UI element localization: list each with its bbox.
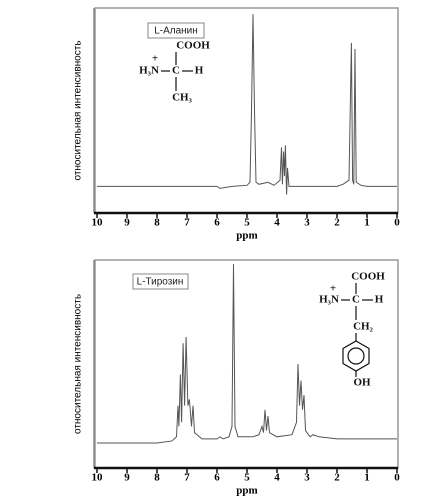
label-box bbox=[147, 22, 205, 39]
x-tick-label: 2 bbox=[334, 472, 340, 484]
molecule-group: COOH bbox=[351, 271, 385, 283]
y-axis-label: относительная интенсивность bbox=[73, 294, 84, 434]
x-tick-label: 6 bbox=[214, 472, 220, 484]
x-tick-label: 4 bbox=[274, 217, 280, 229]
molecule-atom: H bbox=[375, 294, 384, 306]
molecule-group: COOH bbox=[176, 40, 210, 52]
x-tick-label: 10 bbox=[92, 217, 104, 229]
molecule-group: H₃N bbox=[139, 65, 159, 77]
x-tick-label: 7 bbox=[184, 472, 190, 484]
molecule-group: CH₃ bbox=[172, 92, 193, 104]
molecule-group: H₃N bbox=[319, 294, 339, 306]
molecule-group: CH₂ bbox=[353, 321, 374, 333]
molecule-group: OH bbox=[353, 377, 371, 389]
molecule-bonds bbox=[161, 52, 193, 91]
x-tick-label: 9 bbox=[124, 472, 130, 484]
x-tick-label: 5 bbox=[244, 217, 250, 229]
x-tick-label: 1 bbox=[364, 472, 370, 484]
x-tick-label: 2 bbox=[334, 217, 340, 229]
plot-frame bbox=[94, 7, 399, 214]
compound-label: L-Тирозин bbox=[137, 277, 184, 288]
molecule-charge: + bbox=[330, 283, 336, 295]
spectrum-line bbox=[97, 14, 397, 195]
molecule-atom: C bbox=[172, 65, 180, 77]
molecule-bonds bbox=[341, 283, 373, 377]
x-tick-label: 0 bbox=[394, 217, 400, 229]
x-tick-label: 9 bbox=[124, 217, 130, 229]
molecule-charge: + bbox=[152, 53, 158, 65]
x-axis-label: ppm bbox=[236, 230, 257, 242]
x-tick-label: 8 bbox=[154, 472, 160, 484]
molecule-atom: C bbox=[352, 294, 360, 306]
x-tick-label: 4 bbox=[274, 472, 280, 484]
compound-label: L-Аланин bbox=[154, 26, 198, 37]
x-tick-label: 6 bbox=[214, 217, 220, 229]
x-axis-label: ppm bbox=[236, 485, 257, 497]
molecule-atom: H bbox=[195, 65, 204, 77]
label-box bbox=[132, 273, 189, 290]
spectrum-line bbox=[97, 264, 397, 444]
y-axis-label: относительная интенсивность bbox=[73, 40, 84, 180]
x-tick-label: 10 bbox=[92, 472, 104, 484]
x-tick-label: 1 bbox=[364, 217, 370, 229]
x-tick-label: 3 bbox=[304, 217, 310, 229]
x-tick-label: 8 bbox=[154, 217, 160, 229]
x-tick-label: 3 bbox=[304, 472, 310, 484]
x-tick-label: 5 bbox=[244, 472, 250, 484]
x-tick-label: 0 bbox=[394, 472, 400, 484]
x-tick-label: 7 bbox=[184, 217, 190, 229]
